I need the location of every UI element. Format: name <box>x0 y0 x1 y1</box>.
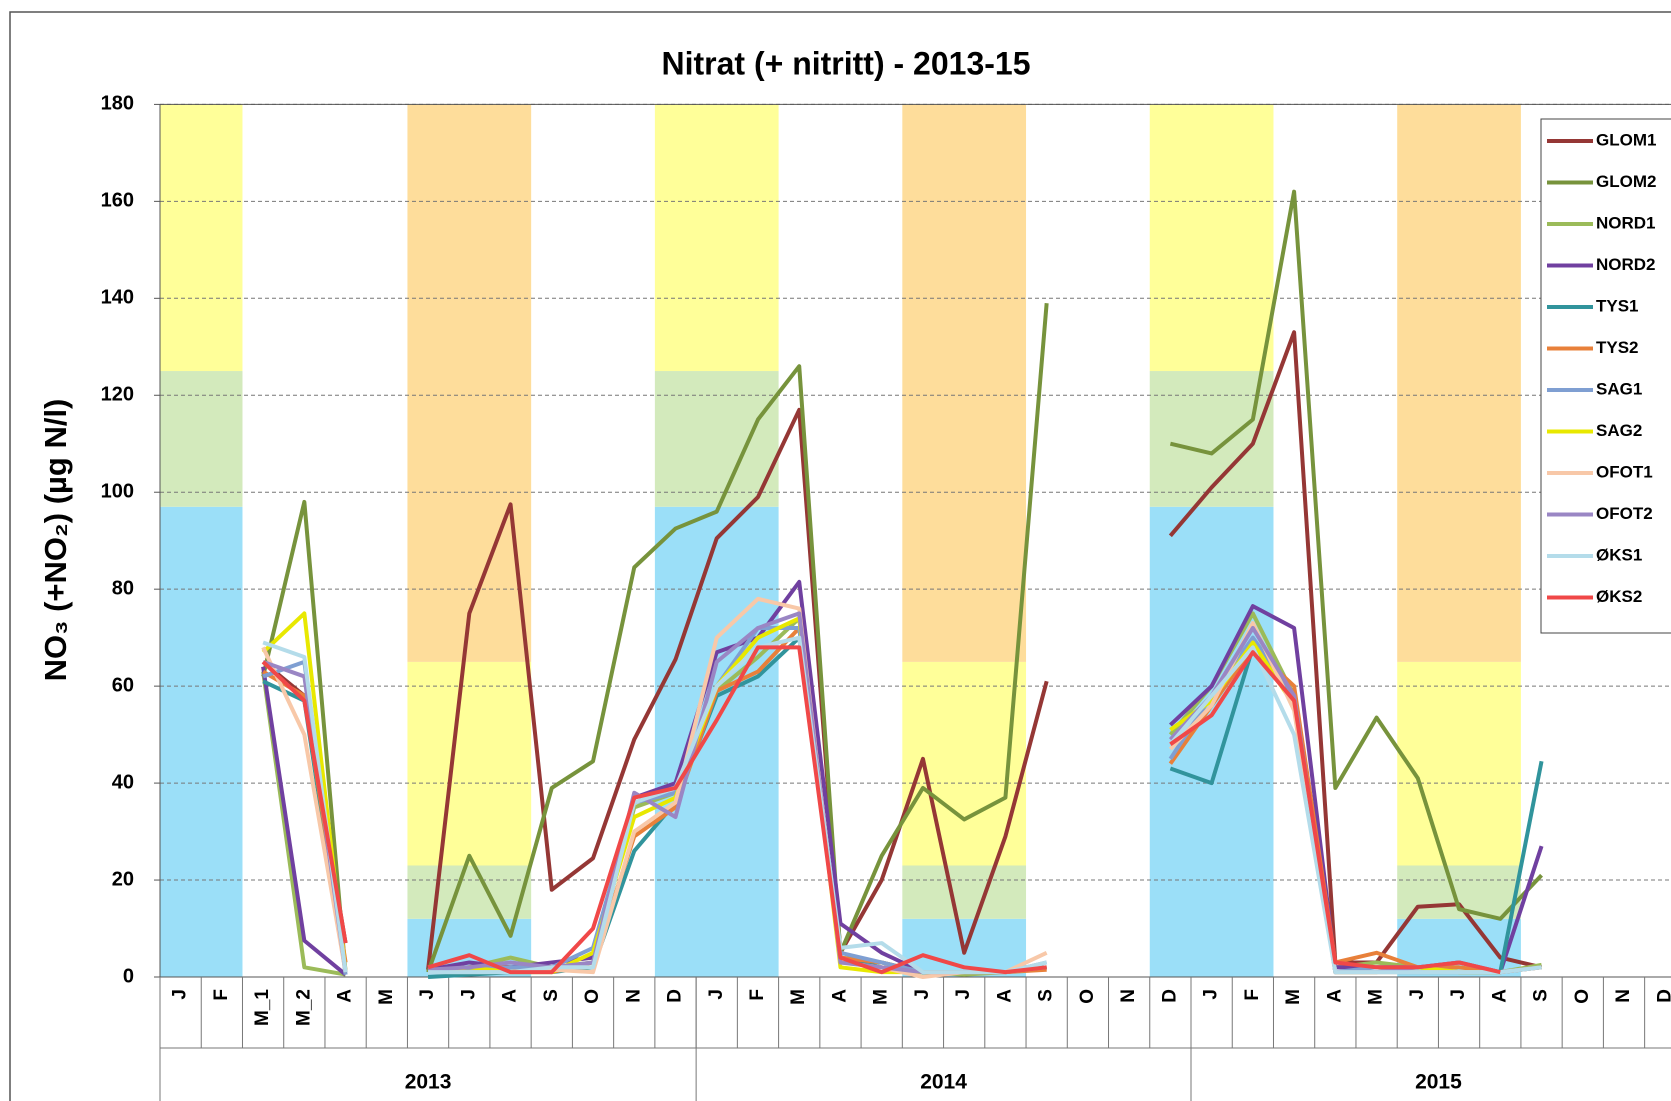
x-tick-label: S <box>1036 989 1057 1002</box>
x-tick-label: O <box>582 989 603 1004</box>
x-tick-label: J <box>706 989 727 1000</box>
chart-title: Nitrat (+ nitritt) - 2013-15 <box>662 45 1031 81</box>
legend-label: GLOM2 <box>1596 172 1656 191</box>
x-tick-label: J <box>1407 989 1428 1000</box>
y-tick-label: 120 <box>101 384 134 406</box>
x-tick-label: A <box>1489 989 1510 1003</box>
x-tick-label: A <box>1324 989 1345 1003</box>
legend-label: GLOM1 <box>1596 130 1656 149</box>
x-tick-label: M_2 <box>293 989 314 1026</box>
legend-label: OFOT1 <box>1596 462 1653 481</box>
y-tick-label: 140 <box>101 287 134 309</box>
zone-band <box>160 506 243 977</box>
x-tick-label: F <box>1242 989 1263 1001</box>
zones <box>160 104 1521 977</box>
x-tick-label: A <box>335 989 356 1003</box>
lines <box>261 189 1544 979</box>
x-tick-label: S <box>541 989 562 1002</box>
legend-label: ØKS2 <box>1596 587 1642 606</box>
legend-label: NORD2 <box>1596 255 1656 274</box>
x-tick-label: S <box>1531 989 1552 1002</box>
group-label: 2014 <box>920 1071 967 1094</box>
x-tick-label: A <box>500 989 521 1003</box>
zone-band <box>1397 104 1521 662</box>
x-tick-label: J <box>170 989 191 1000</box>
legend-label: TYS2 <box>1596 338 1639 357</box>
zone-band <box>1397 661 1521 866</box>
zone-band <box>654 104 779 372</box>
zone-band <box>407 661 532 866</box>
legend-box <box>1540 118 1671 634</box>
y-tick-label: 0 <box>123 965 134 987</box>
x-tick-label: D <box>1654 989 1671 1003</box>
zone-band <box>160 104 243 372</box>
series-line <box>261 189 1543 973</box>
y-axis-label: NO₃ (+NO₂) (µg N/l) <box>38 399 73 682</box>
x-tick-label: M <box>1366 989 1387 1005</box>
axes: 0 20 40 60 80 100 120 140 160 180 J F M_1 M_2 A M J J A S O N… <box>101 93 1671 1101</box>
y-tick-label: 20 <box>112 868 134 890</box>
zone-band <box>407 865 532 919</box>
zone-band <box>902 865 1027 919</box>
x-tick-label: D <box>665 989 686 1003</box>
zone-band <box>902 104 1027 662</box>
y-tick-label: 80 <box>112 577 134 599</box>
zone-band <box>407 104 532 662</box>
x-tick-label: M <box>1283 989 1304 1005</box>
group-label: 2015 <box>1415 1071 1462 1094</box>
zone-band <box>1149 104 1274 372</box>
zone-band <box>654 506 779 977</box>
legend-label: OFOT2 <box>1596 504 1653 523</box>
x-tick-label: M <box>788 989 809 1005</box>
series-line <box>261 645 1501 975</box>
x-tick-label: A <box>829 989 850 1003</box>
y-tick-label: 160 <box>101 190 134 212</box>
x-tick-label: A <box>994 989 1015 1003</box>
zone-band <box>160 371 243 507</box>
x-tick-label: O <box>1077 989 1098 1004</box>
x-tick-label: D <box>1159 989 1180 1003</box>
x-tick-label: F <box>211 989 232 1001</box>
x-tick-label: M <box>871 989 892 1005</box>
legend: GLOM1 GLOM2 NORD1 NORD2 TYS1 TYS2 SAG1 SAG2 OFOT… <box>1540 118 1671 634</box>
legend-label: SAG2 <box>1596 421 1642 440</box>
x-tick-label: M_1 <box>252 989 273 1026</box>
x-tick-label: M <box>376 989 397 1005</box>
legend-label: TYS1 <box>1596 296 1639 315</box>
x-tick-label: F <box>747 989 768 1001</box>
x-tick-label: J <box>1448 989 1469 1000</box>
y-tick-label: 100 <box>101 481 134 503</box>
group-label: 2013 <box>405 1071 452 1094</box>
x-tick-label: J <box>912 989 933 1000</box>
x-tick-label: N <box>623 989 644 1003</box>
x-tick-label: O <box>1572 989 1593 1004</box>
x-tick-label: J <box>417 989 438 1000</box>
x-tick-label: N <box>1118 989 1139 1003</box>
x-tick-label: N <box>1613 989 1634 1003</box>
legend-label: ØKS1 <box>1596 545 1642 564</box>
x-tick-label: J <box>458 989 479 1000</box>
zone-band <box>1149 506 1274 977</box>
y-tick-label: 60 <box>112 674 134 696</box>
zone-band <box>654 371 779 507</box>
y-tick-label: 40 <box>112 771 134 793</box>
x-tick-label: J <box>953 989 974 1000</box>
legend-label: NORD1 <box>1596 213 1656 232</box>
legend-label: SAG1 <box>1596 379 1642 398</box>
y-tick-label: 180 <box>101 93 134 115</box>
x-tick-label: J <box>1201 989 1222 1000</box>
